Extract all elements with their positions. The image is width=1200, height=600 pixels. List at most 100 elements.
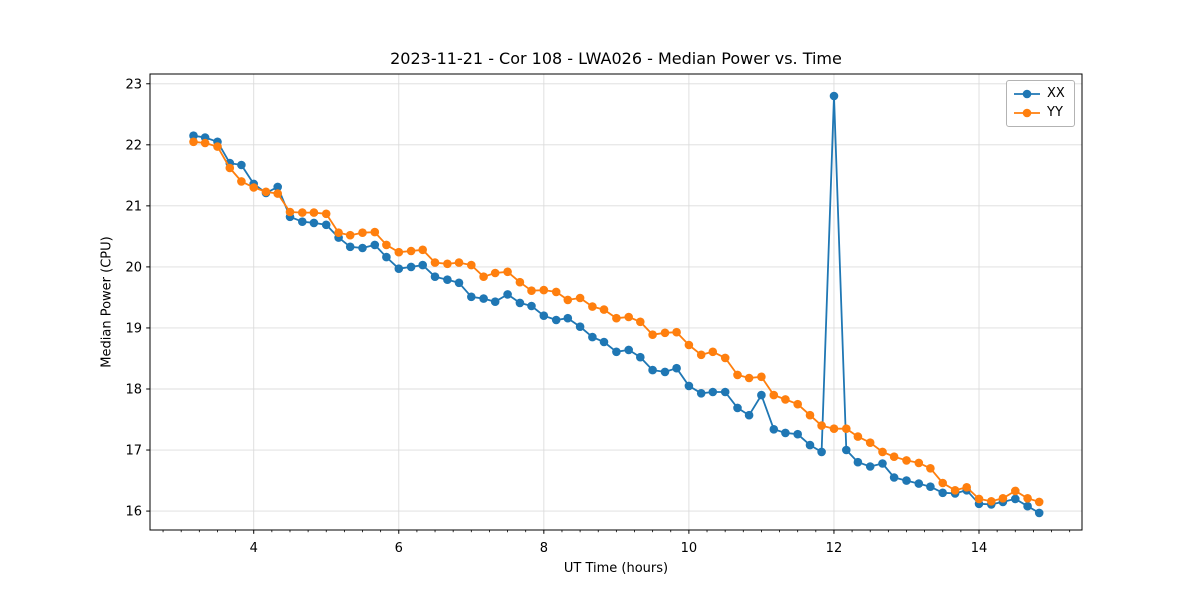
series-XX-marker: [575, 322, 585, 332]
series-YY-marker: [1034, 497, 1044, 507]
series-XX-marker: [708, 387, 718, 397]
series-YY-marker: [599, 305, 609, 314]
series-YY-marker: [189, 137, 198, 147]
x-tick-label: 8: [540, 541, 548, 556]
y-tick-label: 18: [125, 382, 142, 397]
series-YY-marker: [418, 245, 428, 255]
series-YY-marker: [261, 187, 271, 197]
series-XX-marker: [865, 462, 875, 471]
series-XX-marker: [298, 217, 307, 226]
series-YY-marker: [624, 312, 633, 322]
series-XX-marker: [805, 440, 815, 450]
series-YY-marker: [974, 494, 984, 504]
series-XX-marker: [189, 131, 198, 140]
series-YY-marker: [962, 483, 971, 492]
series-YY-marker: [490, 268, 500, 278]
y-tick-label: 21: [125, 199, 142, 214]
series-YY-marker: [1023, 494, 1032, 503]
x-tick-label: 4: [250, 541, 258, 556]
series-YY-marker: [382, 240, 391, 250]
series-XX-marker: [273, 182, 283, 192]
series-XX-marker: [515, 298, 525, 308]
series-XX-marker: [769, 425, 779, 434]
series-XX-marker: [853, 457, 863, 467]
series-YY-marker: [249, 183, 258, 192]
series-YY-marker: [987, 497, 996, 506]
series-YY-marker: [781, 395, 790, 404]
series-XX-marker: [345, 242, 355, 252]
series-YY-marker: [648, 330, 657, 340]
series-XX-marker: [479, 294, 488, 303]
series-XX-marker: [443, 275, 452, 285]
series-YY-marker: [878, 447, 887, 457]
series-YY-marker: [200, 138, 210, 148]
series-XX-marker: [757, 390, 766, 400]
series-YY-marker: [225, 163, 235, 173]
series-XX-marker: [648, 365, 657, 375]
series-XX-marker: [321, 220, 331, 230]
series-YY-marker: [902, 456, 911, 465]
series-YY-marker: [503, 267, 512, 277]
series-XX-marker: [418, 260, 428, 270]
series-YY-marker: [817, 421, 826, 430]
series-YY-marker: [829, 424, 839, 434]
series-YY-marker: [950, 486, 960, 495]
series-YY-marker: [345, 230, 355, 240]
series-YY-marker: [842, 424, 851, 434]
series-YY-marker: [298, 208, 307, 217]
series-XX-marker: [842, 445, 851, 455]
series-YY-marker: [805, 410, 815, 420]
series-YY-marker: [793, 399, 802, 409]
chart-title: 2023-11-21 - Cor 108 - LWA026 - Median P…: [390, 49, 842, 68]
series-XX-marker: [588, 332, 597, 342]
y-tick-label: 22: [125, 138, 142, 153]
series-YY-marker: [660, 328, 670, 338]
series-XX-marker: [467, 292, 476, 302]
series-XX-marker: [490, 297, 500, 307]
legend-item-XX: XX: [1014, 86, 1065, 102]
series-XX-marker: [914, 479, 924, 488]
series-YY-marker: [998, 494, 1008, 503]
x-tick-label: 6: [395, 541, 403, 556]
series-YY-marker: [406, 246, 416, 256]
series-XX-marker: [720, 387, 730, 397]
series-YY-marker: [370, 227, 380, 237]
series-YY-marker: [672, 327, 681, 337]
series-XX-marker: [696, 389, 706, 398]
series-YY-marker: [684, 340, 694, 350]
legend-label: YY: [1047, 105, 1063, 120]
series-XX-marker: [878, 459, 887, 468]
series-YY-marker: [237, 177, 246, 186]
series-XX-marker: [563, 313, 573, 323]
x-axis-label: UT Time (hours): [563, 561, 669, 576]
series-XX-marker: [672, 363, 681, 373]
series-XX-marker: [358, 243, 367, 253]
series-YY-marker: [926, 464, 935, 473]
x-tick-label: 14: [971, 541, 988, 556]
series-XX-marker: [817, 447, 826, 457]
series-YY-marker: [696, 350, 706, 360]
series-XX-marker: [744, 410, 754, 420]
series-XX-marker: [551, 315, 561, 325]
series-YY-marker: [708, 347, 718, 357]
series-XX-marker: [624, 345, 633, 355]
series-YY-marker: [914, 458, 924, 468]
series-XX-marker: [926, 482, 935, 492]
series-XX-marker: [889, 473, 899, 482]
series-XX-marker: [527, 301, 536, 311]
series-YY-marker: [853, 432, 863, 441]
series-XX-marker: [309, 218, 319, 228]
y-tick-label: 16: [125, 505, 142, 520]
series-YY-marker: [515, 277, 525, 287]
series-XX-marker: [660, 367, 670, 377]
series-YY-marker: [443, 259, 452, 269]
series-YY-marker: [720, 353, 730, 363]
series-YY-marker: [394, 247, 404, 257]
series-XX-marker: [394, 264, 404, 274]
series-YY-marker: [309, 208, 319, 217]
series-XX-marker: [793, 429, 802, 439]
series-YY-marker: [588, 302, 597, 311]
series-YY-marker: [938, 478, 947, 488]
series-YY-marker: [358, 228, 367, 237]
